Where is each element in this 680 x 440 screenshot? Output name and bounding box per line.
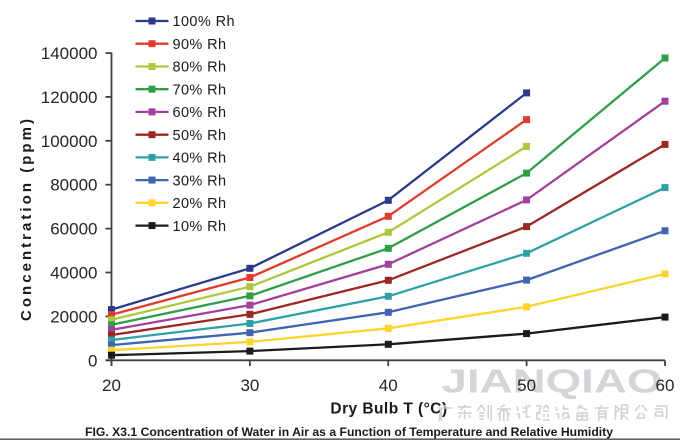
svg-text:10% Rh: 10% Rh xyxy=(173,219,227,235)
svg-text:60% Rh: 60% Rh xyxy=(173,105,227,121)
svg-text:80000: 80000 xyxy=(50,176,97,195)
svg-text:90% Rh: 90% Rh xyxy=(173,37,227,53)
svg-text:60: 60 xyxy=(656,376,675,395)
svg-text:50: 50 xyxy=(517,376,536,395)
svg-text:20: 20 xyxy=(102,376,121,395)
svg-text:20% Rh: 20% Rh xyxy=(173,196,227,212)
svg-text:30: 30 xyxy=(240,376,259,395)
svg-text:FIG. X3.1 Concentration of Wat: FIG. X3.1 Concentration of Water in Air … xyxy=(85,425,613,439)
svg-text:80% Rh: 80% Rh xyxy=(173,60,227,76)
svg-text:100% Rh: 100% Rh xyxy=(173,14,235,30)
svg-text:0: 0 xyxy=(88,351,97,370)
svg-text:70% Rh: 70% Rh xyxy=(173,82,227,98)
svg-text:40000: 40000 xyxy=(50,264,97,283)
svg-text:120000: 120000 xyxy=(41,88,98,107)
svg-text:30% Rh: 30% Rh xyxy=(173,173,227,189)
svg-text:40% Rh: 40% Rh xyxy=(173,151,227,167)
svg-text:JIANQIAO: JIANQIAO xyxy=(442,364,663,400)
svg-text:Dry Bulb T (°C): Dry Bulb T (°C) xyxy=(330,401,447,418)
svg-text:140000: 140000 xyxy=(41,44,98,63)
svg-text:Concentration (ppm): Concentration (ppm) xyxy=(18,119,35,321)
svg-text:60000: 60000 xyxy=(50,220,97,239)
svg-text:20000: 20000 xyxy=(50,307,97,326)
svg-text:40: 40 xyxy=(379,376,398,395)
svg-text:50% Rh: 50% Rh xyxy=(173,128,227,144)
svg-text:100000: 100000 xyxy=(41,132,98,151)
